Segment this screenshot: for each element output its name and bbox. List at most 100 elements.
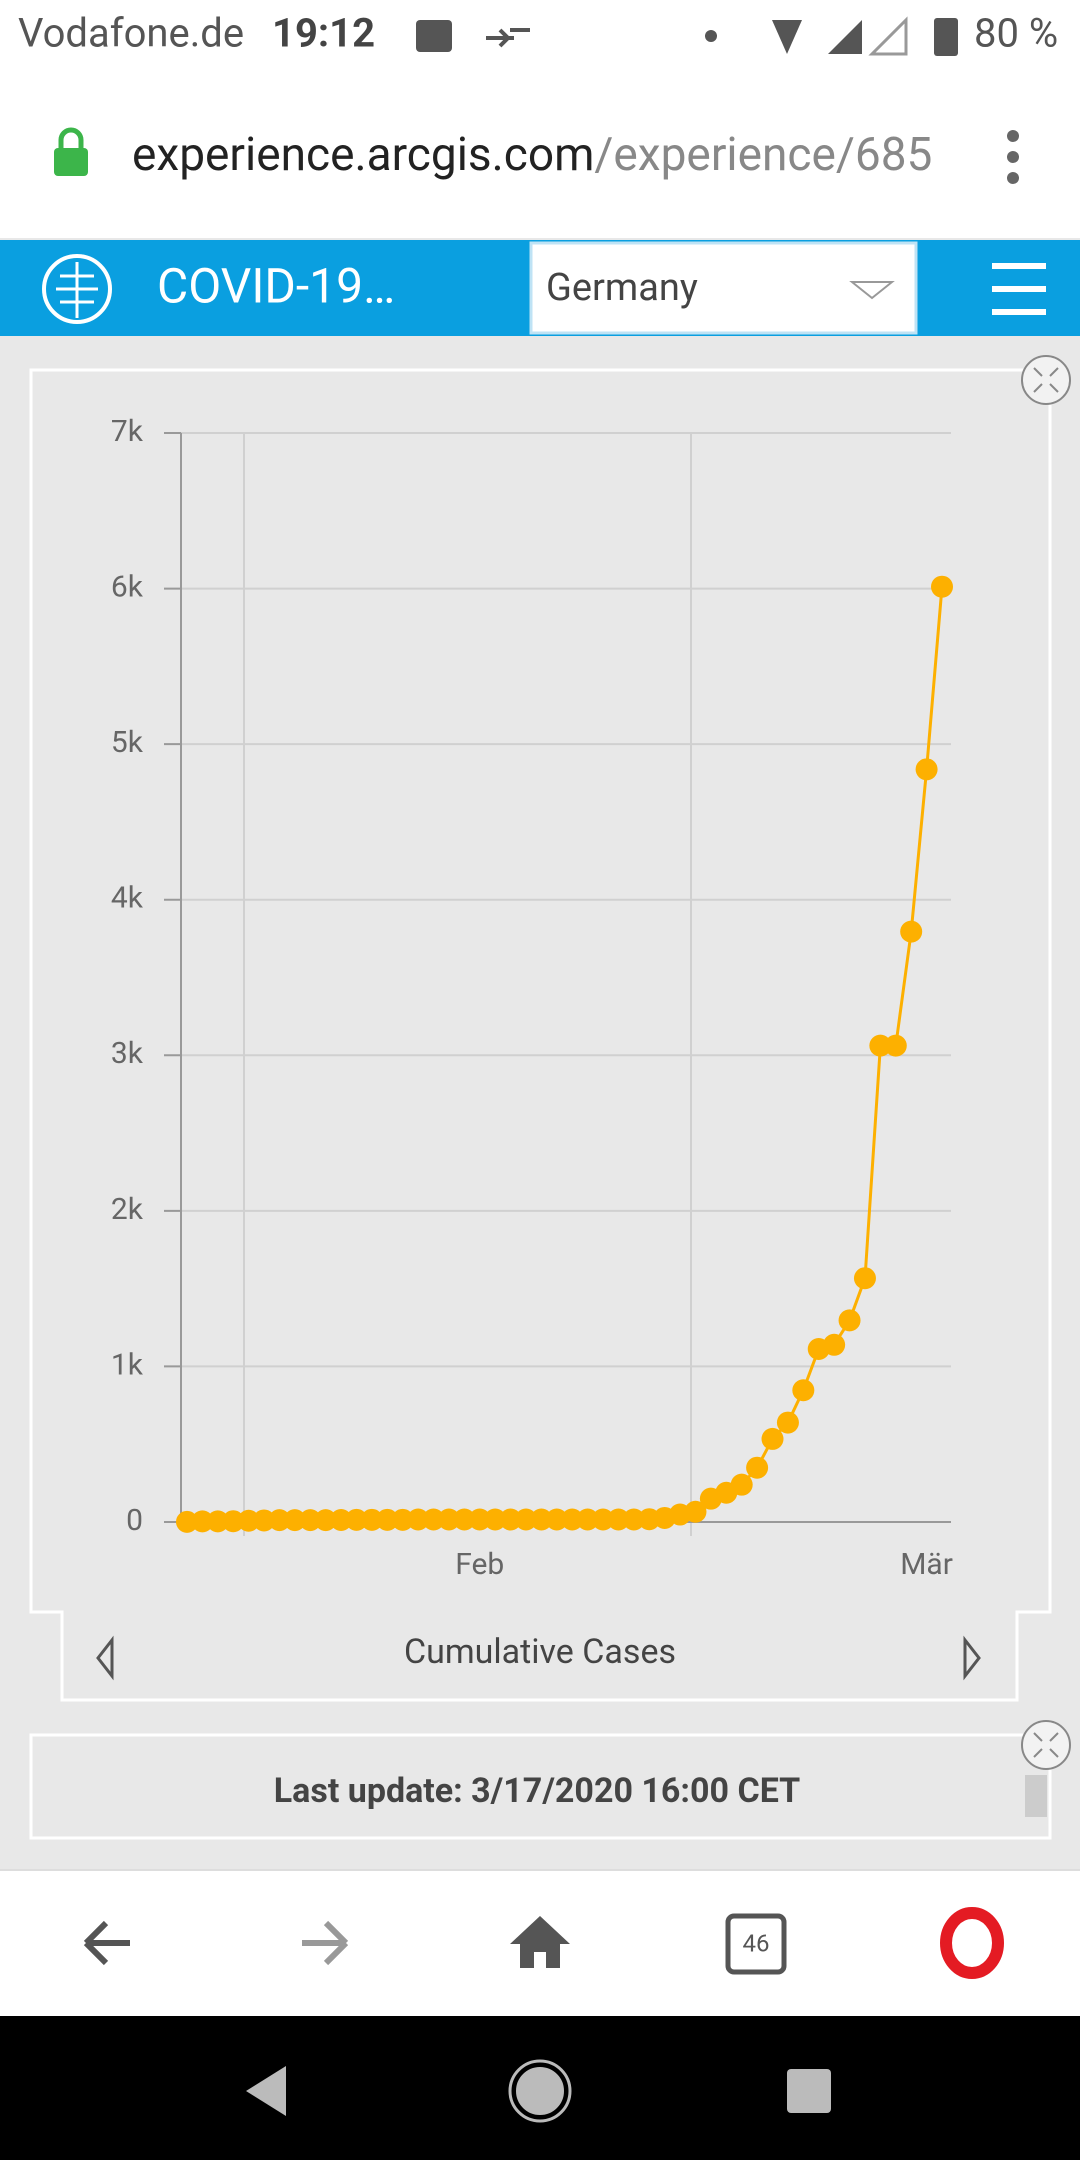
data-point <box>453 1508 476 1531</box>
data-point <box>314 1509 337 1532</box>
image-icon <box>416 20 452 52</box>
system-recents[interactable] <box>787 2069 831 2113</box>
data-point <box>360 1508 383 1531</box>
data-point <box>730 1473 753 1496</box>
data-point <box>607 1508 630 1531</box>
data-point <box>422 1508 445 1531</box>
data-point <box>869 1034 892 1057</box>
menu-dot <box>1007 151 1019 163</box>
browser-chrome <box>0 0 1080 238</box>
url[interactable]: experience.arcgis.com/experience/685 <box>132 128 932 182</box>
scrollbar <box>1025 1775 1047 1817</box>
system-home-ring <box>508 2059 572 2123</box>
data-point <box>545 1508 568 1531</box>
data-point <box>330 1508 353 1531</box>
y-tick-label: 5k <box>111 725 144 760</box>
dot-icon <box>705 30 717 42</box>
y-tick-label: 6k <box>111 569 144 604</box>
update-panel <box>29 1733 1052 1840</box>
url-path: /experience/685 <box>594 128 932 182</box>
data-point <box>684 1500 707 1523</box>
data-point <box>746 1456 769 1479</box>
opera-button[interactable] <box>940 1907 1004 1979</box>
data-point <box>576 1508 599 1531</box>
data-point <box>853 1267 876 1290</box>
data-point <box>283 1509 306 1532</box>
back-button[interactable] <box>83 1920 130 1966</box>
expand-button[interactable] <box>1021 1720 1071 1770</box>
expand-icon <box>1033 1732 1059 1758</box>
tabs-button[interactable] <box>725 1913 787 1975</box>
menu-dot[interactable] <box>1007 130 1019 142</box>
x-tick-label: Mär <box>900 1547 953 1582</box>
hamburger-menu[interactable] <box>992 263 1046 315</box>
country-value: Germany <box>546 266 698 310</box>
wifi-icon <box>772 20 802 54</box>
data-point <box>514 1508 537 1531</box>
data-point <box>792 1379 815 1402</box>
menu-dot <box>1007 172 1019 184</box>
data-point <box>622 1508 645 1531</box>
data-point <box>761 1427 784 1450</box>
data-point <box>900 920 923 943</box>
system-back[interactable] <box>246 2066 286 2116</box>
data-point <box>407 1508 430 1531</box>
data-icon <box>486 28 530 48</box>
forward-button[interactable] <box>302 1920 349 1966</box>
y-tick-label: 1k <box>111 1347 144 1382</box>
expand-button[interactable] <box>1021 355 1071 405</box>
chart-name: Cumulative Cases <box>404 1632 676 1672</box>
x-tick-label: Feb <box>455 1547 504 1582</box>
country-dropdown[interactable] <box>529 241 918 335</box>
data-point <box>345 1508 368 1531</box>
data-point <box>823 1333 846 1356</box>
app-title: COVID-19… <box>157 258 395 315</box>
tab-count: 46 <box>743 1929 770 1957</box>
data-point <box>437 1508 460 1531</box>
y-tick-label: 4k <box>111 881 144 916</box>
data-point <box>268 1509 291 1532</box>
expand-icon <box>1033 367 1059 393</box>
data-point <box>468 1508 491 1531</box>
y-tick-label: 0 <box>126 1503 143 1538</box>
y-tick-label: 3k <box>111 1036 144 1071</box>
data-point <box>592 1508 615 1531</box>
data-point <box>391 1508 414 1531</box>
signal-icon <box>828 20 862 54</box>
data-point <box>838 1309 861 1332</box>
lock-icon <box>58 127 84 148</box>
home-button[interactable] <box>510 1916 570 1968</box>
data-point <box>237 1509 260 1532</box>
who-logo <box>56 262 98 318</box>
data-point <box>176 1510 198 1533</box>
url-fade <box>960 100 1080 210</box>
data-point <box>530 1508 553 1531</box>
data-point <box>931 575 953 598</box>
last-update: Last update: 3/17/2020 16:00 CET <box>274 1771 800 1811</box>
clock: 19:12 <box>272 10 375 57</box>
y-tick-label: 7k <box>111 414 144 449</box>
data-point <box>499 1508 522 1531</box>
next-chart[interactable] <box>963 1635 981 1681</box>
data-point <box>206 1510 229 1533</box>
plot: 0 1k 2k 3k 4k 5k 6k 7k Feb Mär <box>111 414 953 1582</box>
prev-chart[interactable] <box>96 1635 114 1681</box>
dropdown-arrow <box>849 281 895 300</box>
data-point <box>222 1510 245 1533</box>
who-logo <box>42 254 112 324</box>
data-point <box>299 1509 322 1532</box>
battery-icon <box>934 18 958 56</box>
lock-icon <box>54 148 88 176</box>
data-point <box>253 1509 276 1532</box>
carrier: Vodafone.de <box>18 10 244 57</box>
data-point <box>776 1411 799 1434</box>
signal-icon <box>868 16 908 56</box>
data-point <box>376 1508 399 1531</box>
data-point <box>915 758 938 781</box>
system-home[interactable] <box>512 2063 568 2119</box>
data-point <box>561 1508 584 1531</box>
data-point <box>484 1508 507 1531</box>
y-tick-label: 2k <box>111 1192 144 1227</box>
